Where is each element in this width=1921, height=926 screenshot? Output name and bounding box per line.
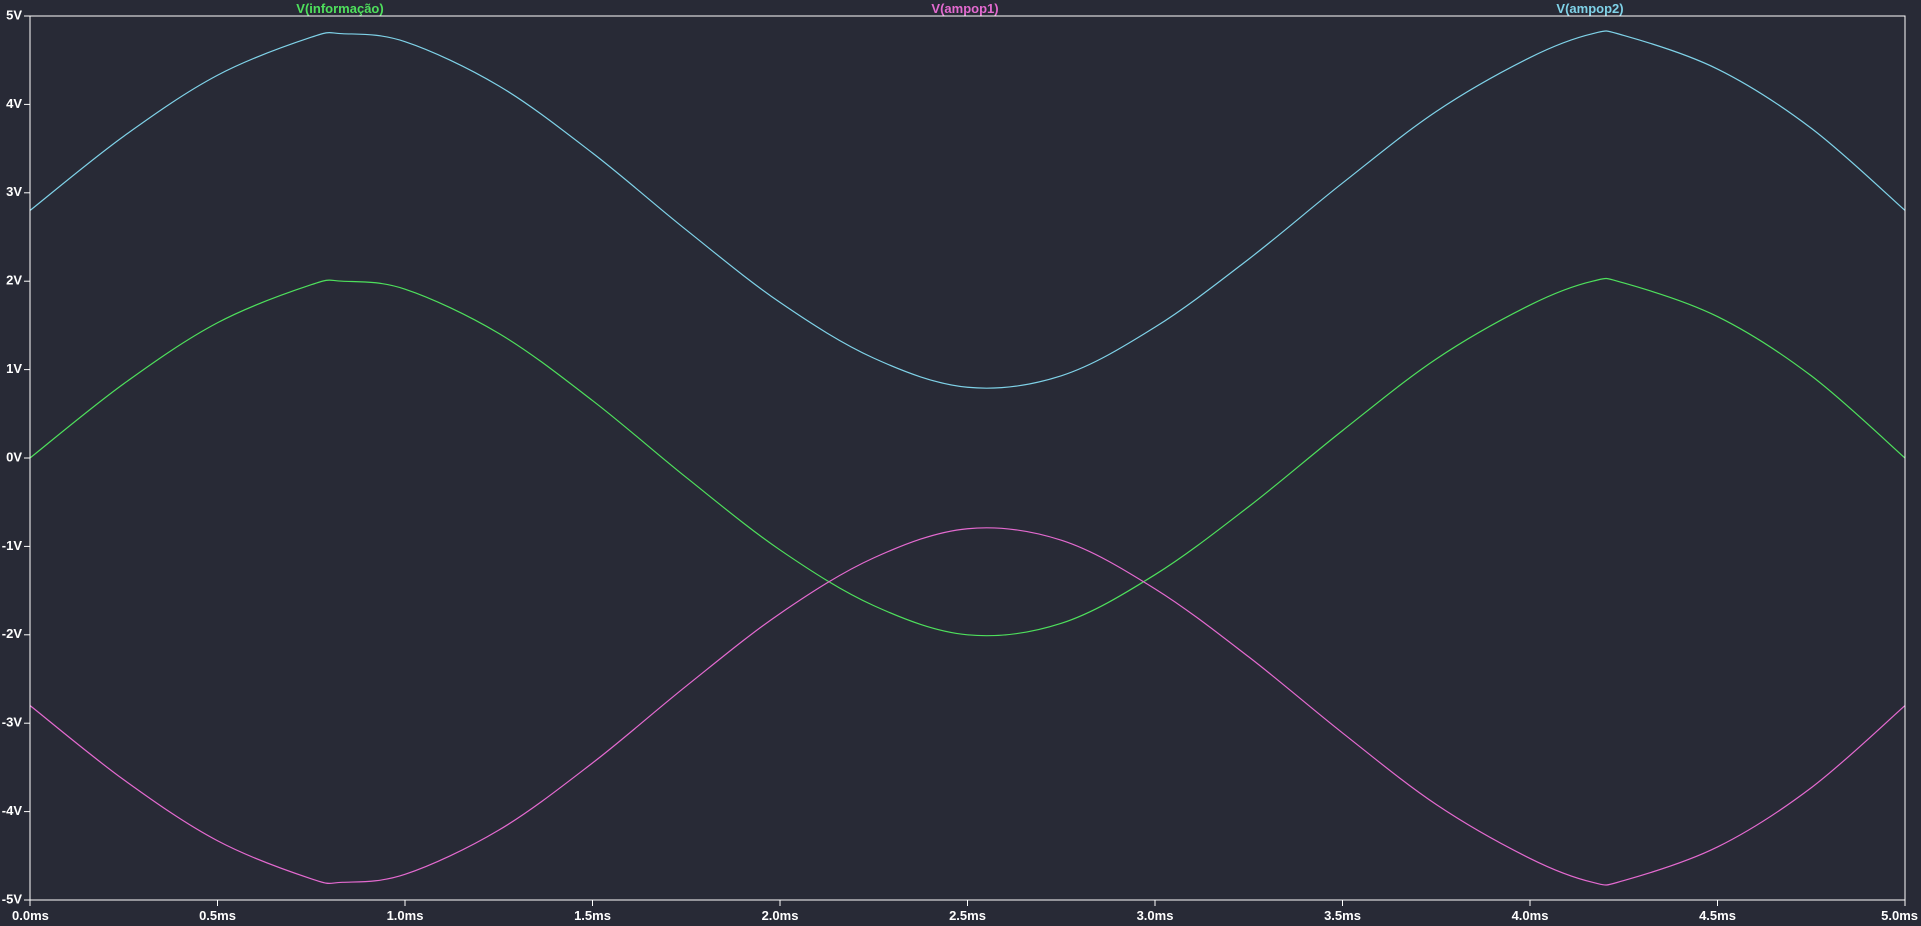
x-tick-label: 5.0ms <box>1881 908 1918 923</box>
x-tick-label: 4.0ms <box>1512 908 1549 923</box>
legend-label-1: V(informação) <box>296 1 383 16</box>
x-tick-label: 0.5ms <box>199 908 236 923</box>
y-tick-label: -3V <box>2 715 23 730</box>
x-tick-label: 1.5ms <box>574 908 611 923</box>
legend-label-2: V(ampop1) <box>931 1 998 16</box>
y-tick-label: 1V <box>6 361 22 376</box>
x-tick-label: 3.5ms <box>1324 908 1361 923</box>
x-tick-label: 1.0ms <box>387 908 424 923</box>
series-trace-2 <box>29 527 1906 886</box>
y-tick-label: -1V <box>2 538 23 553</box>
x-tick-label: 4.5ms <box>1699 908 1736 923</box>
y-tick-label: 4V <box>6 96 22 111</box>
plot-frame <box>29 15 1906 901</box>
legend-label-3: V(ampop2) <box>1556 1 1623 16</box>
y-tick-label: 3V <box>6 184 22 199</box>
traces <box>29 30 1906 886</box>
series-trace-1 <box>29 277 1906 637</box>
x-tick-label: 3.0ms <box>1137 908 1174 923</box>
x-tick-label: 2.5ms <box>949 908 986 923</box>
series-trace-3 <box>29 30 1906 389</box>
y-tick-label: 0V <box>6 449 22 464</box>
y-axis: 5V 4V 3V 2V 1V 0V -1V -2V -3V -4V -5V <box>2 7 30 906</box>
y-tick-label: -4V <box>2 803 23 818</box>
x-tick-label: 0.0ms <box>12 908 49 923</box>
x-axis: 0.0ms 0.5ms 1.0ms 1.5ms 2.0ms 2.5ms 3.0ms 3.5ms… <box>12 900 1918 923</box>
y-tick-label: -5V <box>2 891 23 906</box>
y-tick-label: 2V <box>6 273 22 288</box>
x-tick-label: 2.0ms <box>762 908 799 923</box>
y-tick-label: 5V <box>6 7 22 22</box>
legend: V(informação) V(ampop1) V(ampop2) <box>296 1 1623 16</box>
y-tick-label: -2V <box>2 626 23 641</box>
